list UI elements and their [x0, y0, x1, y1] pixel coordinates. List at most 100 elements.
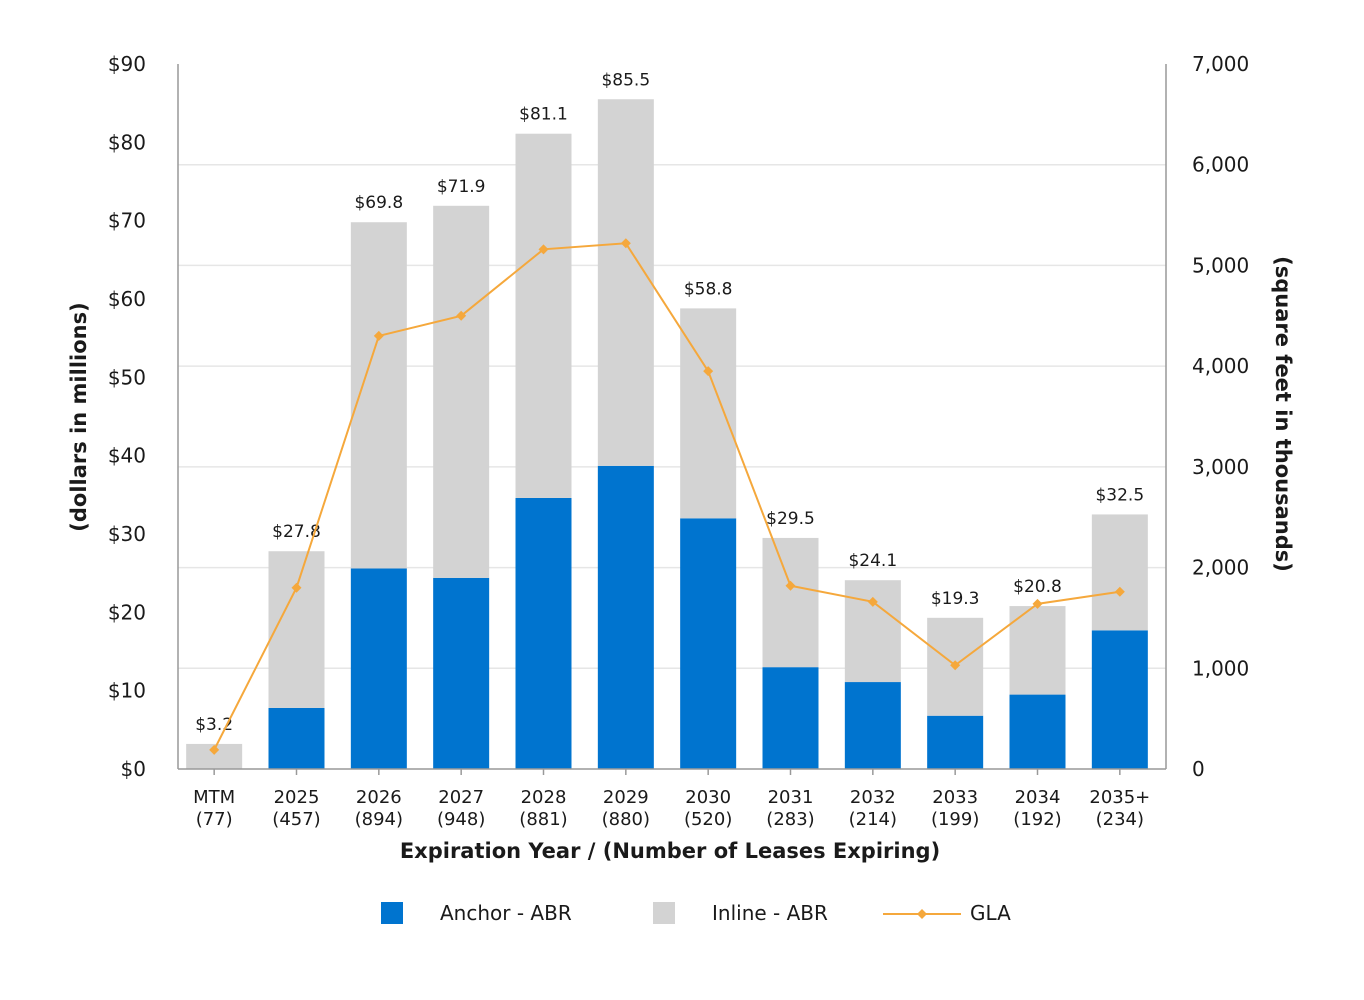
total-label-2026: $69.8	[354, 193, 403, 213]
x-tick-count: (520)	[684, 809, 732, 830]
x-tick-label: 2031	[768, 787, 814, 808]
y-tick-label: $20	[108, 600, 146, 624]
total-label-2032: $24.1	[848, 551, 897, 571]
total-label-2034: $20.8	[1013, 577, 1062, 597]
x-tick-count: (192)	[1013, 809, 1061, 830]
y-axis-title: (dollars in millions)	[67, 302, 91, 531]
axes	[177, 64, 1167, 770]
y2-tick-label: 2,000	[1192, 556, 1249, 580]
bar-inline-2034	[1009, 606, 1066, 695]
y2-axis-title: (square feet in thousands)	[1271, 256, 1295, 572]
total-label-2033: $19.3	[931, 589, 980, 609]
gla-point-2026	[373, 330, 384, 341]
y-tick-label: $50	[108, 365, 146, 389]
y2-tick-label: 1,000	[1192, 656, 1249, 680]
x-axis-ticks: MTM(77)2025(457)2026(894)2027(948)2028(8…	[193, 769, 1150, 830]
legend-gla-label: GLA	[970, 901, 1011, 925]
bar-anchor-2033	[927, 715, 984, 769]
bar-inline-2028	[515, 133, 572, 498]
gla-point-2032	[867, 596, 878, 607]
bar-anchor-2028	[515, 497, 572, 769]
x-axis-title: Expiration Year / (Number of Leases Expi…	[400, 839, 940, 863]
x-tick-count: (214)	[849, 809, 897, 830]
x-tick-label: MTM	[193, 787, 235, 808]
y2-tick-label: 3,000	[1192, 455, 1249, 479]
legend-inline-swatch	[653, 902, 675, 924]
bar-anchor-2030	[680, 518, 737, 769]
x-tick-label: 2029	[603, 787, 649, 808]
x-tick-label: 2032	[850, 787, 896, 808]
x-tick-label: 2027	[438, 787, 484, 808]
y-tick-label: $40	[108, 444, 146, 468]
legend-anchor-label: Anchor - ABR	[440, 901, 572, 925]
bar-anchor-2034	[1009, 694, 1066, 769]
bar-inline-2032	[844, 580, 901, 683]
gla-point-2028	[538, 244, 549, 255]
left-axis-ticks: $0 $10 $20 $30 $40 $50 $60 $70 $80 $90	[108, 52, 146, 781]
y-tick-label: $60	[108, 287, 146, 311]
gla-line	[209, 238, 1125, 755]
gla-point-2029	[620, 238, 631, 249]
bar-anchor-2026	[350, 568, 407, 769]
y-tick-label: $70	[108, 209, 146, 233]
total-label-2027: $71.9	[437, 177, 486, 197]
y-tick-label: $80	[108, 130, 146, 154]
legend-anchor-swatch	[381, 902, 403, 924]
y-tick-label: $30	[108, 522, 146, 546]
x-tick-count: (457)	[272, 809, 320, 830]
x-tick-count: (881)	[519, 809, 567, 830]
gla-point-2033	[950, 660, 961, 671]
x-tick-label: 2035+	[1089, 787, 1150, 808]
total-label-2025: $27.8	[272, 522, 321, 542]
gla-point-2034	[1032, 598, 1043, 609]
legend-inline-label: Inline - ABR	[712, 901, 828, 925]
x-tick-count: (234)	[1096, 809, 1144, 830]
bar-inline-2029	[597, 99, 654, 466]
gla-point-2031	[785, 580, 796, 591]
x-tick-count: (77)	[196, 809, 233, 830]
y2-tick-label: 7,000	[1192, 52, 1249, 76]
right-axis-ticks: 0 1,000 2,000 3,000 4,000 5,000 6,000 7,000	[1192, 52, 1249, 781]
bar-anchor-2032	[844, 682, 901, 769]
x-tick-count: (880)	[602, 809, 650, 830]
x-tick-count: (948)	[437, 809, 485, 830]
x-tick-label: 2030	[685, 787, 731, 808]
gla-point-2027	[456, 310, 467, 321]
y2-tick-label: 4,000	[1192, 354, 1249, 378]
gla-series-line	[213, 242, 1120, 751]
gla-point-2030	[703, 366, 714, 377]
gridlines	[178, 163, 1166, 670]
x-tick-count: (199)	[931, 809, 979, 830]
y-tick-label: $90	[108, 52, 146, 76]
x-tick-label: 2034	[1015, 787, 1061, 808]
bar-anchor-2035+	[1091, 630, 1148, 769]
x-tick-label: 2025	[274, 787, 320, 808]
gla-point-MTM	[209, 744, 220, 755]
bar-inline-2031	[762, 537, 819, 668]
bar-anchor-2029	[597, 465, 654, 769]
total-label-2031: $29.5	[766, 509, 815, 529]
y2-tick-label: 6,000	[1192, 153, 1249, 177]
gla-point-2025	[291, 582, 302, 593]
x-tick-label: 2028	[521, 787, 567, 808]
bar-anchor-2027	[433, 577, 490, 769]
y2-tick-label: 0	[1192, 757, 1205, 781]
x-tick-count: (283)	[766, 809, 814, 830]
y2-tick-label: 5,000	[1192, 253, 1249, 277]
x-tick-label: 2026	[356, 787, 402, 808]
total-label-2030: $58.8	[684, 279, 733, 299]
y-tick-label: $0	[121, 757, 146, 781]
x-tick-label: 2033	[932, 787, 978, 808]
total-label-2028: $81.1	[519, 105, 568, 125]
bar-inline-2025	[268, 551, 325, 708]
data-labels: $3.2$27.8$69.8$71.9$81.1$85.5$58.8$29.5$…	[195, 70, 1144, 735]
bar-anchor-2025	[268, 707, 325, 769]
total-label-2035+: $32.5	[1095, 485, 1144, 505]
legend-gla-marker	[917, 909, 927, 919]
bar-anchor-2031	[762, 667, 819, 769]
total-label-2029: $85.5	[601, 70, 650, 90]
bar-inline-2027	[433, 205, 490, 578]
y-tick-label: $10	[108, 679, 146, 703]
legend: Anchor - ABR Inline - ABR GLA	[381, 901, 1011, 925]
